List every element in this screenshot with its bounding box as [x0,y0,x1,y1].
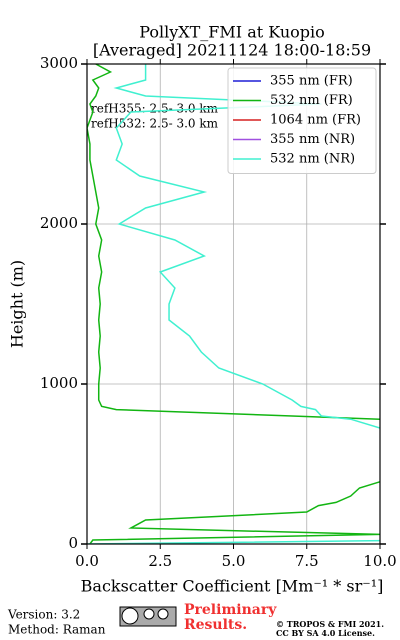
y-tick-label: 2000 [40,214,78,232]
plot-frame [86,63,381,545]
annotation: refH532: 2.5- 3.0 km [91,117,219,131]
badge-icon [157,608,169,620]
legend-label: 532 nm (FR) [270,93,353,108]
badge-icon [143,608,155,620]
legend-label: 532 nm (NR) [270,152,355,167]
x-tick-label: 2.5 [148,552,172,570]
x-tick-label: 7.5 [295,552,319,570]
version: Version: 3.2 [7,608,80,622]
y-tick-label: 3000 [40,54,78,72]
x-tick-label: 5.0 [222,552,246,570]
y-tick-label: 1000 [40,374,78,392]
chart-subtitle: [Averaged] 20211124 18:00-18:59 [93,41,371,60]
x-axis-label: Backscatter Coefficient [Mm⁻¹ * sr⁻¹] [81,577,384,596]
chart-title: PollyXT_FMI at Kuopio [139,23,325,42]
legend-label: 1064 nm (FR) [270,113,361,128]
legend: 355 nm (FR) 532 nm (FR) 1064 nm (FR) 355 nm… [227,67,377,174]
status: Results. [184,617,247,633]
status: Preliminary [184,602,277,618]
annotation: refH355: 2.5- 3.0 km [91,102,219,116]
method: Method: Raman [8,623,106,637]
x-tick-label: 0.0 [75,552,99,570]
license-badge [119,606,177,627]
copyright: © TROPOS & FMI 2021. [276,619,384,629]
y-tick-label: 0 [68,534,78,552]
y-axis-label: Height (m) [8,260,27,348]
copyright: CC BY SA 4.0 License. [276,628,375,638]
legend-box [227,67,377,174]
legend-label: 355 nm (FR) [270,74,353,89]
badge-icon [121,607,139,625]
legend-label: 355 nm (NR) [270,132,355,147]
x-tick-label: 10.0 [363,552,396,570]
